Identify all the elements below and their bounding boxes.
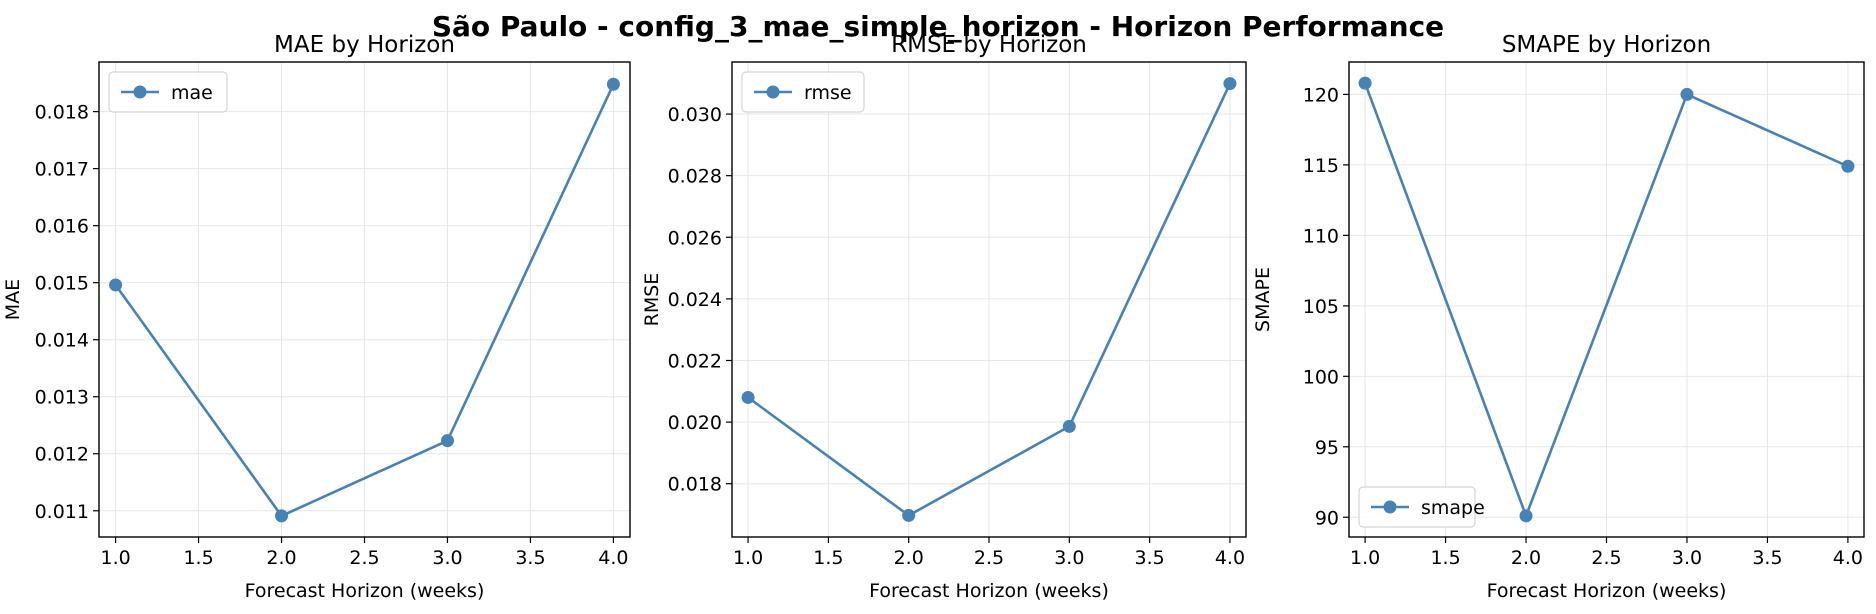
chart-title: MAE by Horizon bbox=[274, 32, 455, 58]
y-tick-label: 0.015 bbox=[35, 273, 89, 295]
y-tick-label: 0.020 bbox=[668, 412, 722, 434]
x-tick-label: 3.5 bbox=[1135, 547, 1165, 569]
chart-title: SMAPE by Horizon bbox=[1502, 32, 1711, 58]
y-tick-label: 0.018 bbox=[35, 102, 89, 124]
y-tick-label: 0.016 bbox=[35, 216, 89, 238]
legend: mae bbox=[108, 71, 228, 113]
data-point-mae bbox=[606, 77, 620, 91]
x-tick-label: 3.5 bbox=[1752, 547, 1782, 569]
y-tick-label: 95 bbox=[1315, 437, 1339, 459]
chart-panel-3: 1.0 1.5 2.0 2.5 3.0 3.5 4.0 90 95 100 105 110 115 120… bbox=[1252, 32, 1865, 602]
y-tick-label: 0.030 bbox=[668, 104, 722, 126]
x-tick-label: 2.0 bbox=[1511, 547, 1541, 569]
x-tick-label: 2.0 bbox=[266, 547, 296, 569]
x-tick-label: 2.5 bbox=[974, 547, 1004, 569]
y-tick-label: 0.017 bbox=[35, 159, 89, 181]
x-tick-label: 1.5 bbox=[183, 547, 213, 569]
data-point-mae bbox=[275, 509, 289, 523]
legend-box bbox=[741, 71, 865, 113]
x-tick-label: 1.0 bbox=[100, 547, 130, 569]
x-axis-label: Forecast Horizon (weeks) bbox=[245, 580, 485, 602]
series-line-smape bbox=[1363, 82, 1849, 518]
y-tick-label: 0.022 bbox=[668, 350, 722, 372]
chart-panels: 1.0 1.5 2.0 2.5 3.0 3.5 4.0 0.011 0.012 0.013 0.01… bbox=[2, 32, 1865, 602]
y-axis-label: MAE bbox=[2, 279, 24, 320]
data-point-smape bbox=[1519, 509, 1533, 523]
legend-marker-swatch bbox=[133, 85, 147, 99]
data-point-mae bbox=[440, 434, 454, 448]
legend-box bbox=[1358, 486, 1476, 528]
x-tick-label: 1.0 bbox=[733, 547, 763, 569]
x-tick-label: 4.0 bbox=[1215, 547, 1245, 569]
legend-entry-label: mae bbox=[171, 82, 213, 104]
data-point-smape bbox=[1841, 159, 1855, 173]
chart-panel-2: 1.0 1.5 2.0 2.5 3.0 3.5 4.0 0.018 0.020 0.022 0.02… bbox=[641, 32, 1247, 602]
chart-panel-1: 1.0 1.5 2.0 2.5 3.0 3.5 4.0 0.011 0.012 0.013 0.01… bbox=[2, 32, 631, 602]
data-point-mae bbox=[109, 278, 123, 292]
y-tick-label: 115 bbox=[1303, 155, 1339, 177]
y-tick-label: 0.018 bbox=[668, 474, 722, 496]
y-tick-label: 0.028 bbox=[668, 166, 722, 188]
y-tick-label: 0.012 bbox=[35, 444, 89, 466]
x-tick-label: 3.0 bbox=[1672, 547, 1702, 569]
y-tick-label: 90 bbox=[1315, 507, 1339, 529]
y-axis-label: SMAPE bbox=[1252, 267, 1274, 332]
legend-marker-swatch bbox=[1383, 500, 1397, 514]
y-axis-label: RMSE bbox=[641, 273, 663, 327]
y-tick-label: 120 bbox=[1303, 84, 1339, 106]
data-point-rmse bbox=[902, 508, 916, 522]
figure-suptitle: São Paulo - config_3_mae_simple_horizon … bbox=[432, 10, 1444, 43]
legend: rmse bbox=[741, 71, 865, 113]
x-tick-label: 2.5 bbox=[349, 547, 379, 569]
legend-marker-swatch bbox=[766, 85, 780, 99]
y-tick-label: 110 bbox=[1303, 225, 1339, 247]
data-point-rmse bbox=[1223, 77, 1237, 91]
x-tick-label: 3.5 bbox=[515, 547, 545, 569]
legend-entry-label: rmse bbox=[804, 82, 852, 104]
x-axis-label: Forecast Horizon (weeks) bbox=[869, 580, 1109, 602]
chart-title: RMSE by Horizon bbox=[891, 32, 1087, 58]
series-line-mae bbox=[114, 83, 615, 518]
x-tick-label: 4.0 bbox=[598, 547, 628, 569]
x-tick-label: 2.5 bbox=[1591, 547, 1621, 569]
x-tick-label: 2.0 bbox=[894, 547, 924, 569]
y-tick-label: 0.013 bbox=[35, 387, 89, 409]
x-tick-label: 3.0 bbox=[1054, 547, 1084, 569]
y-tick-label: 0.014 bbox=[35, 330, 89, 352]
legend-box bbox=[108, 71, 228, 113]
data-point-smape bbox=[1358, 76, 1372, 90]
data-point-rmse bbox=[1062, 419, 1076, 433]
legend-entry-label: smape bbox=[1421, 497, 1485, 519]
x-tick-label: 1.5 bbox=[813, 547, 843, 569]
data-point-rmse bbox=[741, 390, 755, 404]
y-tick-label: 105 bbox=[1303, 296, 1339, 318]
data-point-smape bbox=[1680, 87, 1694, 101]
x-tick-label: 4.0 bbox=[1833, 547, 1863, 569]
y-tick-label: 0.026 bbox=[668, 227, 722, 249]
x-tick-label: 3.0 bbox=[432, 547, 462, 569]
y-tick-label: 100 bbox=[1303, 366, 1339, 388]
legend: smape bbox=[1358, 486, 1485, 528]
x-tick-label: 1.0 bbox=[1350, 547, 1380, 569]
x-axis-label: Forecast Horizon (weeks) bbox=[1487, 580, 1727, 602]
y-tick-label: 0.011 bbox=[35, 501, 89, 523]
series-line-rmse bbox=[747, 83, 1232, 517]
y-tick-label: 0.024 bbox=[668, 289, 722, 311]
x-tick-label: 1.5 bbox=[1430, 547, 1460, 569]
